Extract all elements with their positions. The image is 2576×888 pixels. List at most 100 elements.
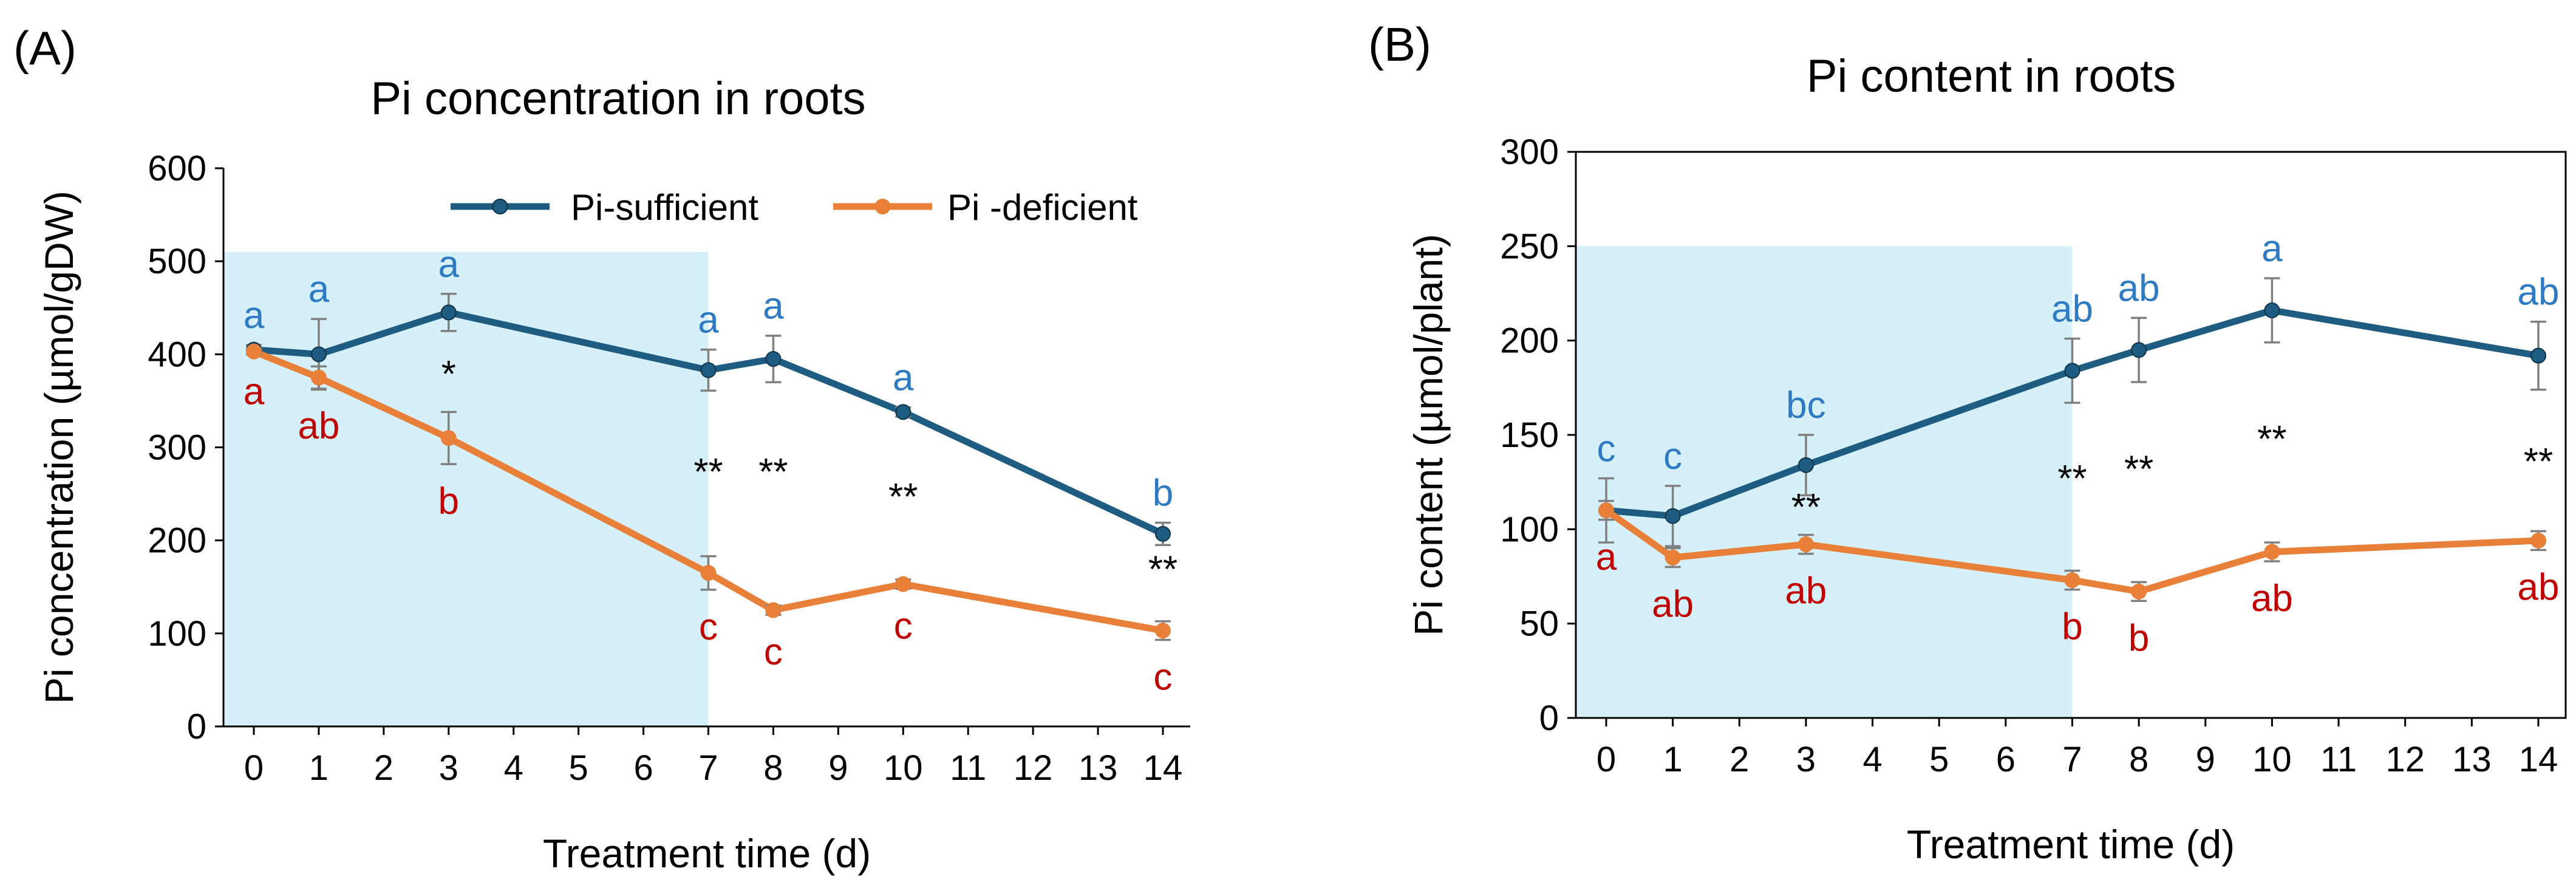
shaded-region [223, 251, 709, 727]
significance-stars: ** [693, 451, 723, 493]
y-tick-label: 250 [1500, 227, 1559, 266]
significance-letter-deficient: b [438, 480, 459, 522]
data-point-deficient [2131, 583, 2147, 599]
y-tick-label: 100 [1500, 510, 1559, 549]
significance-letter-deficient: c [699, 606, 718, 648]
y-tick-label: 0 [1539, 698, 1559, 738]
significance-letter-sufficient: a [893, 357, 914, 399]
data-point-sufficient [440, 304, 457, 321]
panel-label: (A) [13, 21, 77, 75]
significance-stars: ** [2524, 441, 2553, 483]
y-tick-label: 200 [1500, 321, 1559, 361]
x-tick-label: 1 [309, 748, 329, 788]
x-tick-label: 8 [2129, 740, 2148, 779]
x-tick-label: 8 [763, 748, 783, 788]
data-point-deficient [440, 430, 457, 446]
significance-stars: ** [888, 476, 918, 518]
significance-letter-sufficient: a [244, 295, 265, 336]
x-tick-label: 6 [1996, 740, 2015, 779]
x-tick-label: 13 [2452, 740, 2492, 779]
significance-stars: ** [758, 451, 788, 493]
x-tick-label: 4 [504, 748, 523, 788]
x-tick-label: 9 [828, 748, 848, 788]
data-point-sufficient [2064, 363, 2080, 379]
y-tick-label: 150 [1500, 415, 1559, 455]
significance-letter-deficient: a [244, 371, 265, 412]
data-point-deficient [1155, 623, 1171, 639]
significance-letter-deficient: ab [1652, 583, 1694, 625]
y-tick-label: 0 [187, 707, 206, 746]
data-point-deficient [310, 369, 327, 386]
significance-letter-sufficient: c [1663, 435, 1682, 477]
significance-letter-deficient: a [1596, 536, 1617, 578]
x-tick-label: 3 [1796, 740, 1816, 779]
significance-stars: * [441, 353, 456, 395]
x-tick-label: 11 [950, 748, 986, 788]
data-point-sufficient [310, 346, 327, 363]
x-tick-label: 13 [1078, 748, 1118, 788]
significance-letter-deficient: ab [1785, 570, 1827, 612]
significance-letter-deficient: c [1154, 657, 1173, 698]
significance-letter-sufficient: a [763, 285, 784, 327]
significance-letter-sufficient: a [438, 244, 460, 285]
x-tick-label: 14 [2519, 740, 2558, 779]
panel-label: (B) [1368, 18, 1431, 71]
significance-stars: ** [2124, 449, 2153, 491]
x-tick-label: 0 [1596, 740, 1616, 779]
x-tick-label: 4 [1862, 740, 1882, 779]
data-point-sufficient [2264, 302, 2280, 318]
x-tick-label: 10 [2252, 740, 2292, 779]
chart-title: Pi concentration in roots [370, 73, 865, 125]
x-tick-label: 3 [439, 748, 458, 788]
data-point-deficient [246, 343, 262, 360]
significance-letter-sufficient: ab [2518, 272, 2560, 313]
y-tick-label: 200 [148, 521, 206, 561]
y-tick-label: 300 [1500, 132, 1559, 172]
x-tick-label: 9 [2196, 740, 2215, 779]
x-tick-label: 0 [244, 748, 264, 788]
significance-letter-deficient: ab [2251, 578, 2293, 620]
significance-letter-deficient: c [764, 631, 783, 673]
x-tick-label: 5 [569, 748, 588, 788]
data-point-deficient [2064, 572, 2080, 589]
significance-letter-sufficient: ab [2118, 267, 2160, 309]
significance-letter-sufficient: b [1153, 473, 1173, 514]
significance-stars: ** [1148, 549, 1177, 591]
legend: Pi-sufficient Pi -deficient [451, 187, 1138, 228]
x-tick-label: 10 [884, 748, 923, 788]
significance-letter-sufficient: bc [1786, 384, 1825, 426]
y-tick-label: 300 [148, 428, 206, 468]
significance-stars: ** [2257, 418, 2286, 460]
x-tick-label: 2 [1729, 740, 1749, 779]
data-point-deficient [2264, 544, 2280, 560]
significance-letter-deficient: c [894, 605, 913, 647]
y-axis-label: Pi concentration (µmol/gDW) [36, 191, 81, 704]
y-tick-label: 400 [148, 335, 206, 374]
data-point-sufficient [2131, 342, 2147, 358]
significance-letter-deficient: b [2062, 606, 2082, 648]
significance-letter-deficient: ab [298, 405, 339, 447]
legend-label-sufficient: Pi-sufficient [571, 187, 758, 228]
data-point-sufficient [1665, 508, 1681, 524]
legend-marker-sufficient [492, 199, 508, 214]
x-tick-label: 6 [633, 748, 653, 788]
significance-letter-sufficient: a [2261, 228, 2283, 270]
x-tick-label: 7 [2062, 740, 2082, 779]
x-tick-label: 12 [1014, 748, 1053, 788]
data-point-sufficient [1797, 457, 1814, 473]
data-point-sufficient [700, 362, 717, 378]
data-point-deficient [1797, 536, 1814, 553]
data-point-deficient [1598, 502, 1614, 519]
x-axis-label: Treatment time (d) [1907, 822, 2235, 867]
x-tick-label: 7 [698, 748, 718, 788]
significance-letter-sufficient: a [308, 268, 330, 310]
y-tick-label: 500 [148, 242, 206, 281]
significance-letter-sufficient: ab [2051, 289, 2093, 330]
y-tick-label: 600 [148, 149, 206, 188]
y-axis-label: Pi content (µmol/plant) [1406, 234, 1451, 636]
shaded-region [1576, 246, 2073, 718]
data-point-sufficient [765, 350, 782, 367]
data-point-deficient [1665, 549, 1681, 565]
